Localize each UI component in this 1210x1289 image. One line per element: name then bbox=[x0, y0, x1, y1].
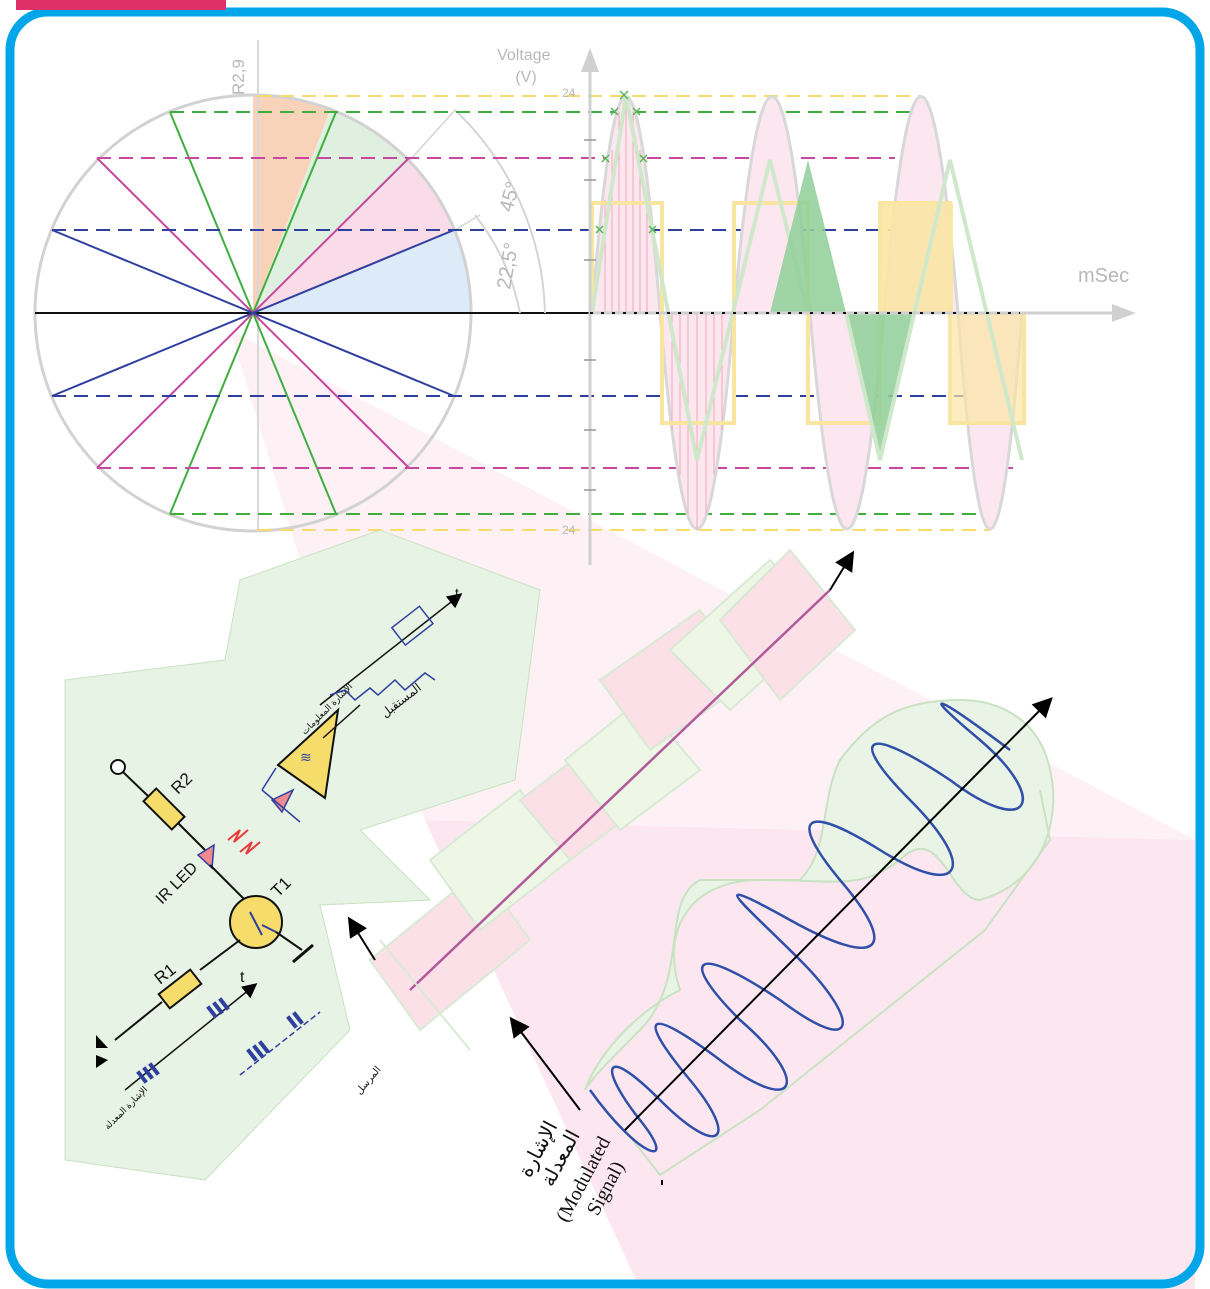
phasor-diagram: R2,9 45° 22,5° bbox=[33, 40, 590, 533]
frame-border bbox=[5, 7, 1205, 1289]
radius-label: R2,9 bbox=[229, 59, 248, 95]
time-label-bottom: t bbox=[240, 969, 245, 986]
y-tick-top: 24 bbox=[562, 86, 576, 100]
amplifier-symbol: ≋ bbox=[300, 749, 312, 765]
time-label-top: t bbox=[455, 585, 459, 601]
green-background-region bbox=[64, 529, 541, 1181]
angle-label-45: 45° bbox=[496, 179, 525, 214]
transmitter-label: المرسل bbox=[354, 1065, 384, 1097]
waveform-graph: Voltage (V) mSec 24 24 bbox=[497, 47, 1136, 565]
y-axis-label: Voltage (V) bbox=[497, 47, 555, 86]
x-axis-label: mSec bbox=[1078, 265, 1129, 287]
pulse-train-diagram bbox=[368, 548, 857, 1051]
top-corner-accent bbox=[16, 0, 226, 10]
pink-background-region bbox=[425, 820, 1195, 1289]
y-tick-bottom: 24 bbox=[562, 523, 576, 537]
